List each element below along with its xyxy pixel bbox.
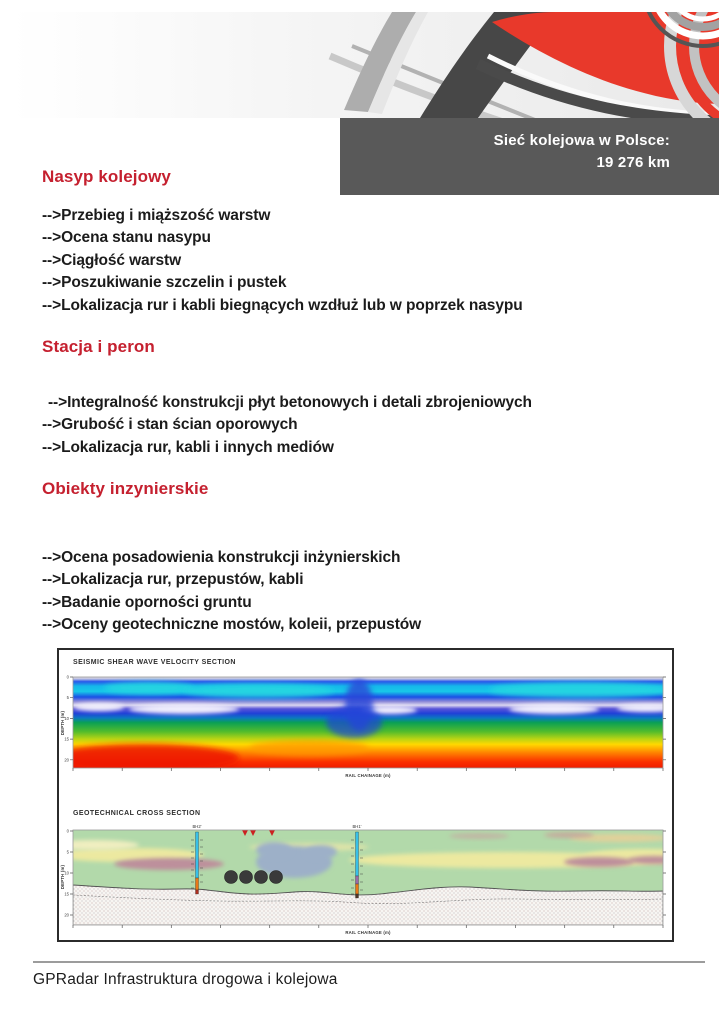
- banner-line-2: 19 276 km: [596, 153, 670, 171]
- list-item: -->Lokalizacja rur i kabli biegnących wz…: [42, 296, 523, 314]
- geotech-panel: GEOTECHNICAL CROSS SECTION: [60, 810, 666, 935]
- seismic-title: SEISMIC SHEAR WAVE VELOCITY SECTION: [73, 659, 236, 666]
- borehole-bh1: [351, 831, 363, 899]
- list-obiekty-inzynierskie: -->Ocena posadowienia konstrukcji inżyni…: [42, 547, 702, 637]
- borehole-bh2-label: BH2': [193, 824, 202, 829]
- seismic-ylabel: DEPTH (m): [60, 711, 65, 736]
- anomaly-circles: [224, 870, 283, 884]
- geotech-ytick-5: 5: [67, 850, 70, 855]
- geotech-ylabel: DEPTH (m): [60, 865, 65, 890]
- banner-line-1: Sieć kolejowa w Polsce:: [493, 132, 670, 149]
- borehole-bh2: [191, 831, 203, 895]
- list-item: -->Lokalizacja rur, przepustów, kabli: [42, 571, 304, 589]
- list-item: -->Grubość i stan ścian oporowych: [42, 416, 298, 434]
- borehole-bh1-label: BH1': [353, 824, 362, 829]
- list-item: -->Ciągłość warstw: [42, 251, 182, 269]
- seismic-ytick-0: 0: [67, 675, 70, 680]
- geotech-ytick-10: 10: [64, 871, 69, 876]
- seismic-ytick-20: 20: [64, 757, 69, 762]
- header-swoosh-graphic: [10, 12, 719, 118]
- section-stacja-i-peron: Stacja i peron: [42, 337, 682, 357]
- list-item: -->Badanie oporności gruntu: [42, 593, 252, 611]
- rail-network-banner: Sieć kolejowa w Polsce: 19 276 km: [340, 118, 719, 195]
- geotech-title: GEOTECHNICAL CROSS SECTION: [73, 810, 200, 817]
- footer-divider: [33, 961, 705, 963]
- survey-figure-svg: SEISMIC SHEAR WAVE VELOCITY SECTION: [60, 659, 666, 935]
- section-nasyp-kolejowy: Nasyp kolejowy: [42, 167, 682, 187]
- section-heading: Obiekty inzynierskie: [42, 479, 209, 498]
- seismic-panel: SEISMIC SHEAR WAVE VELOCITY SECTION: [60, 659, 666, 778]
- geotech-ytick-0: 0: [67, 829, 70, 834]
- list-item: -->Lokalizacja rur, kabli i innych medió…: [42, 438, 334, 456]
- geotech-ytick-20: 20: [64, 913, 69, 918]
- seismic-ytick-15: 15: [64, 737, 69, 742]
- list-item: -->Poszukiwanie szczelin i pustek: [42, 274, 287, 292]
- list-item: -->Przebieg i miąższość warstw: [42, 207, 271, 224]
- survey-marker-triangles: [242, 830, 275, 836]
- geotech-ytick-15: 15: [64, 892, 69, 897]
- footer-text: GPRadar Infrastruktura drogowa i kolejow…: [33, 971, 338, 988]
- seismic-xlabel: RAIL CHAINAGE (m): [345, 773, 391, 778]
- list-nasyp-kolejowy: -->Przebieg i miąższość warstw -->Ocena …: [42, 205, 702, 317]
- list-stacja-i-peron: -->Integralność konstrukcji płyt betonow…: [42, 392, 702, 459]
- list-item: -->Ocena posadowienia konstrukcji inżyni…: [42, 549, 401, 566]
- list-item: -->Oceny geotechniczne mostów, koleii, p…: [42, 616, 422, 634]
- geotech-xlabel: RAIL CHAINAGE (m): [345, 930, 391, 935]
- survey-figure: SEISMIC SHEAR WAVE VELOCITY SECTION: [57, 648, 674, 942]
- seismic-ytick-5: 5: [67, 695, 70, 700]
- list-item: -->Ocena stanu nasypu: [42, 229, 211, 247]
- section-obiekty-inzynierskie: Obiekty inzynierskie: [42, 479, 682, 499]
- seismic-ytick-10: 10: [64, 716, 69, 721]
- list-item: -->Integralność konstrukcji płyt betonow…: [48, 394, 532, 411]
- section-heading: Stacja i peron: [42, 337, 155, 356]
- section-heading: Nasyp kolejowy: [42, 167, 171, 186]
